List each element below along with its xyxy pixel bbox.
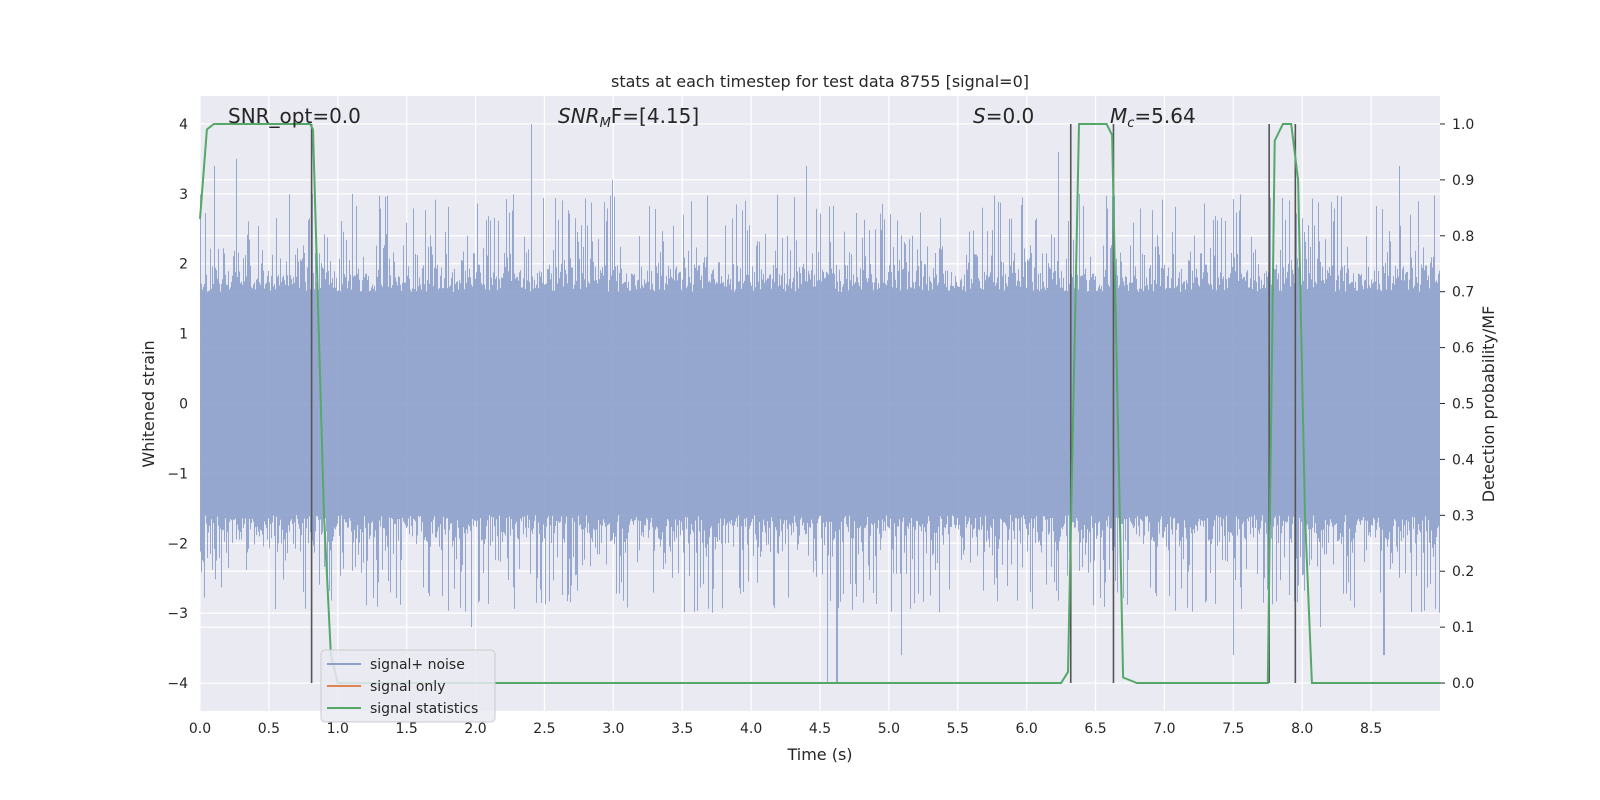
x-tick-label: 8.0 (1291, 721, 1313, 737)
y-axis-label-left: Whitened strain (139, 340, 158, 467)
x-tick-label: 4.0 (740, 721, 762, 737)
annotation-mc: Mc=5.64 (1110, 104, 1196, 131)
x-tick-label: 7.5 (1222, 721, 1244, 737)
x-tick-label: 1.0 (327, 721, 349, 737)
y-tick-label-right: 0.3 (1452, 508, 1474, 524)
legend-label-signal-plus-noise: signal+ noise (370, 657, 465, 673)
y-tick-label-left: −4 (167, 676, 188, 692)
annotation-snr-opt: SNR_opt=0.0 (228, 104, 361, 128)
x-tick-label: 3.5 (671, 721, 693, 737)
y-tick-label-left: −3 (167, 606, 188, 622)
legend-label-signal-only: signal only (370, 679, 445, 695)
x-tick-label: 4.5 (809, 721, 831, 737)
chart-title: stats at each timestep for test data 875… (611, 72, 1029, 91)
y-tick-label-left: 3 (179, 187, 188, 203)
annotation-s: S=0.0 (973, 104, 1034, 128)
series-signal-statistics (199, 123, 1440, 684)
x-tick-label: 5.0 (878, 721, 900, 737)
x-tick-label: 0.5 (258, 721, 280, 737)
y-tick-label-right: 0.6 (1452, 341, 1474, 357)
x-tick-label: 7.0 (1153, 721, 1175, 737)
x-tick-label: 1.5 (396, 721, 418, 737)
y-tick-label-right: 0.9 (1452, 173, 1474, 189)
x-tick-label: 8.5 (1360, 721, 1382, 737)
y-tick-label-right: 0.0 (1452, 676, 1474, 692)
x-tick-label: 5.5 (947, 721, 969, 737)
y-tick-label-right: 0.1 (1452, 620, 1474, 636)
x-tick-label: 2.5 (533, 721, 555, 737)
y-tick-label-left: 2 (179, 257, 188, 273)
y-tick-label-right: 0.7 (1452, 285, 1474, 301)
x-tick-label: 3.0 (602, 721, 624, 737)
y-tick-label-right: 0.2 (1452, 564, 1474, 580)
x-tick-label: 2.0 (464, 721, 486, 737)
annotation-snr-mf: SNRMF=[4.15] (558, 104, 699, 131)
y-tick-label-left: −1 (167, 466, 188, 482)
y-axis-label-right: Detection probability/MF (1479, 306, 1498, 503)
y-tick-label-right: 0.4 (1452, 452, 1474, 468)
y-tick-label-right: 1.0 (1452, 117, 1474, 133)
y-tick-label-left: 1 (179, 327, 188, 343)
y-tick-label-left: 4 (179, 117, 188, 133)
legend-box (320, 649, 496, 723)
x-tick-label: 6.5 (1084, 721, 1106, 737)
y-tick-label-right: 0.5 (1452, 397, 1474, 413)
x-tick-label: 0.0 (189, 721, 211, 737)
ticks: 0.0 0.5 1.0 1.5 2.0 2.5 3.0 3.5 4.0 4.5 5.0 5.5 6.0 6… (167, 117, 1474, 737)
legend-label-signal-statistics: signal statistics (370, 701, 478, 717)
y-tick-label-left: 0 (179, 397, 188, 413)
y-tick-label-left: −2 (167, 536, 188, 552)
x-tick-label: 6.0 (1016, 721, 1038, 737)
vertical-markers (310, 123, 1297, 684)
y-tick-label-right: 0.8 (1452, 229, 1474, 245)
x-axis-label: Time (s) (786, 745, 852, 764)
signal-statistics-line (199, 123, 1440, 684)
legend: signal+ noise signal only signal statist… (320, 649, 496, 723)
